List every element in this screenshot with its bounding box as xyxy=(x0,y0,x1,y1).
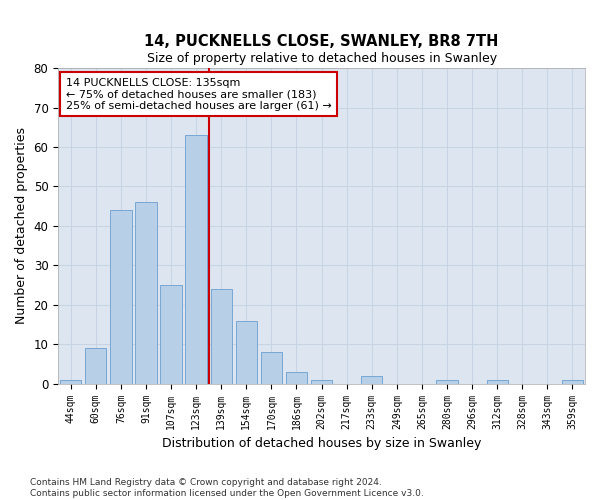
Text: Contains HM Land Registry data © Crown copyright and database right 2024.
Contai: Contains HM Land Registry data © Crown c… xyxy=(30,478,424,498)
Y-axis label: Number of detached properties: Number of detached properties xyxy=(15,128,28,324)
Bar xyxy=(311,380,332,384)
Bar xyxy=(562,380,583,384)
Bar xyxy=(261,352,282,384)
Bar xyxy=(236,320,257,384)
Bar xyxy=(361,376,382,384)
Bar xyxy=(211,289,232,384)
Bar xyxy=(85,348,106,384)
Bar xyxy=(487,380,508,384)
Bar xyxy=(160,285,182,384)
Bar xyxy=(110,210,131,384)
Text: Size of property relative to detached houses in Swanley: Size of property relative to detached ho… xyxy=(146,52,497,65)
Bar xyxy=(286,372,307,384)
Text: 14, PUCKNELLS CLOSE, SWANLEY, BR8 7TH: 14, PUCKNELLS CLOSE, SWANLEY, BR8 7TH xyxy=(145,34,499,49)
X-axis label: Distribution of detached houses by size in Swanley: Distribution of detached houses by size … xyxy=(162,437,481,450)
Text: 14 PUCKNELLS CLOSE: 135sqm
← 75% of detached houses are smaller (183)
25% of sem: 14 PUCKNELLS CLOSE: 135sqm ← 75% of deta… xyxy=(66,78,332,111)
Bar xyxy=(135,202,157,384)
Bar xyxy=(185,135,207,384)
Bar xyxy=(60,380,82,384)
Bar xyxy=(436,380,458,384)
